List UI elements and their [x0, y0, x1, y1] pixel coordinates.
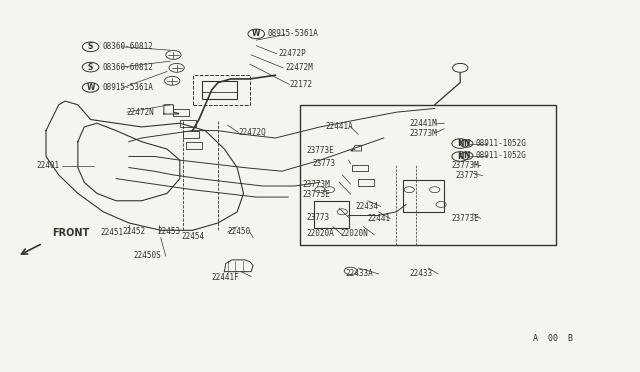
- Text: N: N: [463, 151, 470, 160]
- Bar: [403, 180, 444, 212]
- Text: 22472M: 22472M: [285, 63, 313, 72]
- Bar: [358, 179, 374, 186]
- Text: 08915-5361A: 08915-5361A: [102, 83, 153, 92]
- Bar: [314, 201, 349, 228]
- Text: FRONT: FRONT: [52, 228, 90, 238]
- Text: N: N: [457, 139, 463, 148]
- Bar: [180, 120, 196, 127]
- Text: 23773E: 23773E: [302, 190, 330, 199]
- Text: 23773: 23773: [306, 213, 329, 222]
- Text: 22172: 22172: [289, 80, 312, 89]
- Text: 23773: 23773: [312, 159, 335, 169]
- Text: 22401: 22401: [36, 161, 60, 170]
- Text: 22472Q: 22472Q: [239, 128, 266, 137]
- Text: 22450S: 22450S: [134, 251, 162, 260]
- Bar: [352, 164, 368, 171]
- Text: 22433: 22433: [409, 269, 433, 278]
- Text: W: W: [252, 29, 260, 38]
- Text: 22452: 22452: [122, 227, 145, 235]
- Text: 22020N: 22020N: [340, 230, 368, 238]
- Text: 22451: 22451: [100, 228, 124, 237]
- Text: S: S: [88, 62, 93, 72]
- Text: 08915-5361A: 08915-5361A: [268, 29, 319, 38]
- Bar: [183, 131, 199, 138]
- Text: 08360-60812: 08360-60812: [102, 42, 153, 51]
- Text: S: S: [88, 42, 93, 51]
- Text: 22441A: 22441A: [325, 122, 353, 131]
- Text: 22472N: 22472N: [127, 108, 155, 117]
- Bar: [173, 109, 189, 116]
- Bar: [186, 142, 202, 149]
- Text: 23773E: 23773E: [451, 214, 479, 223]
- Text: 22441M: 22441M: [409, 119, 437, 128]
- Text: 08360-60812: 08360-60812: [102, 62, 153, 72]
- Circle shape: [452, 63, 468, 72]
- Text: 22453: 22453: [157, 227, 180, 235]
- Text: 22441: 22441: [368, 214, 391, 223]
- Text: N: N: [463, 139, 470, 148]
- Text: 08911-1052G: 08911-1052G: [476, 151, 526, 160]
- Bar: [193, 75, 250, 105]
- Text: 22454: 22454: [181, 232, 204, 241]
- Text: 23773M: 23773M: [302, 180, 330, 189]
- Text: 23773: 23773: [455, 171, 478, 180]
- Text: 23773M: 23773M: [451, 161, 479, 170]
- Text: N: N: [457, 152, 463, 161]
- Text: A  00  B: A 00 B: [534, 334, 573, 343]
- Bar: [202, 81, 237, 99]
- Bar: [300, 105, 556, 245]
- Text: 22472P: 22472P: [278, 49, 307, 58]
- Text: 22020A: 22020A: [306, 230, 333, 238]
- Text: 08911-1052G: 08911-1052G: [476, 139, 526, 148]
- Text: 22434: 22434: [355, 202, 378, 211]
- Text: 22441F: 22441F: [212, 273, 239, 282]
- Text: 23773E: 23773E: [306, 146, 333, 155]
- Text: W: W: [86, 83, 95, 92]
- Text: 23773M: 23773M: [409, 129, 437, 138]
- Text: 22450: 22450: [228, 227, 251, 235]
- Text: 22433A: 22433A: [346, 269, 373, 278]
